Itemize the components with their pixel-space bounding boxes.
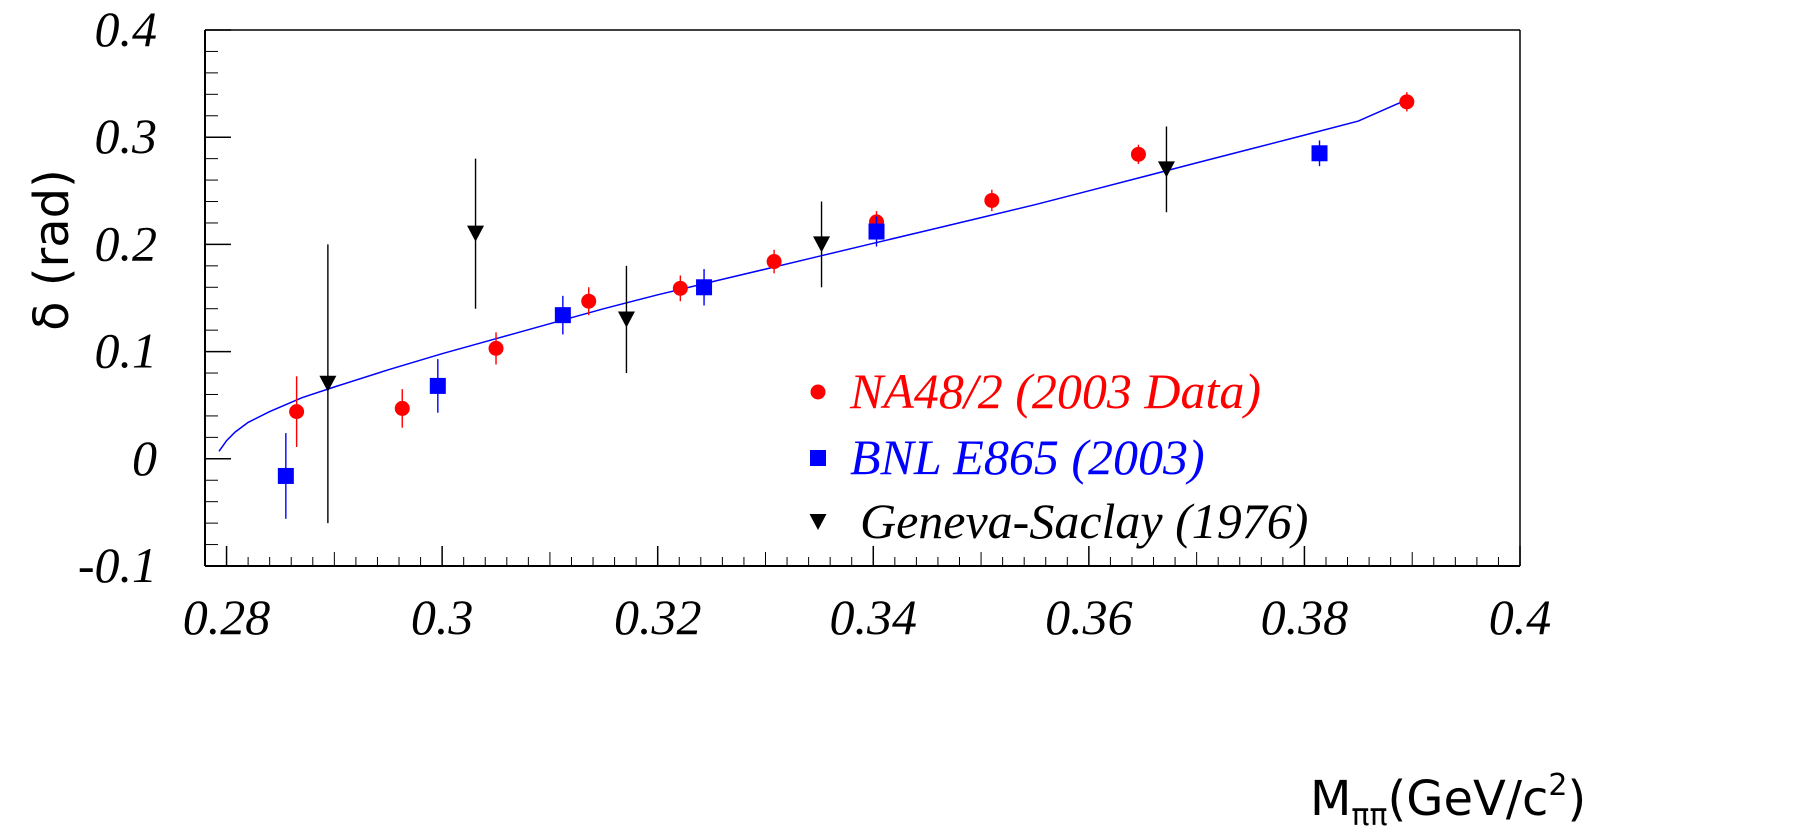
plot-frame	[204, 29, 1521, 567]
data-point	[617, 311, 635, 328]
x-tick-label: 0.3	[411, 589, 474, 645]
x-axis-title-close: )	[1568, 771, 1587, 827]
svg-text:Mππ(GeV/c2): Mππ(GeV/c2)	[1310, 768, 1586, 833]
legend-label: NA48/2 (2003 Data)	[849, 363, 1261, 419]
legend-label: Geneva-Saclay (1976)	[860, 493, 1308, 549]
data-point	[467, 225, 485, 242]
data-point	[581, 293, 597, 309]
legend-marker	[809, 514, 827, 530]
y-tick-label: -0.1	[78, 537, 157, 593]
data-point	[1399, 94, 1415, 110]
data-point	[554, 307, 571, 324]
y-tick-label: 0	[132, 430, 157, 486]
data-point	[696, 279, 713, 296]
x-axis-title: Mππ(GeV/c2)	[1310, 768, 1586, 833]
data-point	[766, 254, 782, 270]
tick-labels-layer: 0.28 0.3 0.32 0.34 0.36 0.38 0.4 -0.1 0 0.1 0.2 0.3…	[78, 1, 1551, 645]
x-tick-label: 0.4	[1489, 589, 1552, 645]
data-points-layer	[277, 92, 1415, 524]
x-axis-title-subscript: ππ	[1351, 798, 1387, 833]
data-point	[1157, 161, 1175, 178]
legend: NA48/2 (2003 Data) BNL E865 (2003) Geneva-…	[809, 363, 1308, 549]
data-point	[394, 400, 410, 416]
data-point	[1130, 146, 1146, 162]
legend-marker	[810, 450, 826, 466]
data-point	[672, 280, 688, 296]
legend-label: BNL E865 (2003)	[850, 429, 1205, 485]
x-tick-label: 0.34	[830, 589, 918, 645]
x-tick-label: 0.32	[614, 589, 702, 645]
x-axis-title-superscript: 2	[1548, 768, 1567, 803]
data-point	[429, 377, 446, 394]
data-point	[488, 340, 504, 356]
x-tick-label: 0.28	[183, 589, 271, 645]
data-point	[319, 375, 337, 392]
data-point	[289, 404, 305, 420]
y-tick-label: 0.2	[95, 215, 158, 271]
x-axis-title-unit: (GeV/c	[1388, 771, 1549, 827]
y-tick-label: 0.3	[95, 108, 158, 164]
x-axis-title-main: M	[1310, 771, 1351, 827]
data-point	[813, 236, 831, 253]
data-point	[984, 192, 1000, 208]
x-tick-label: 0.38	[1261, 589, 1349, 645]
y-tick-label: 0.1	[95, 323, 158, 379]
y-tick-label: 0.4	[95, 1, 158, 57]
data-point	[277, 467, 294, 484]
x-tick-label: 0.36	[1045, 589, 1133, 645]
y-axis-title: δ (rad)	[24, 169, 80, 331]
legend-marker	[810, 384, 826, 400]
data-point	[868, 223, 885, 240]
data-point	[1311, 145, 1328, 162]
axis-ticks	[205, 29, 1521, 567]
